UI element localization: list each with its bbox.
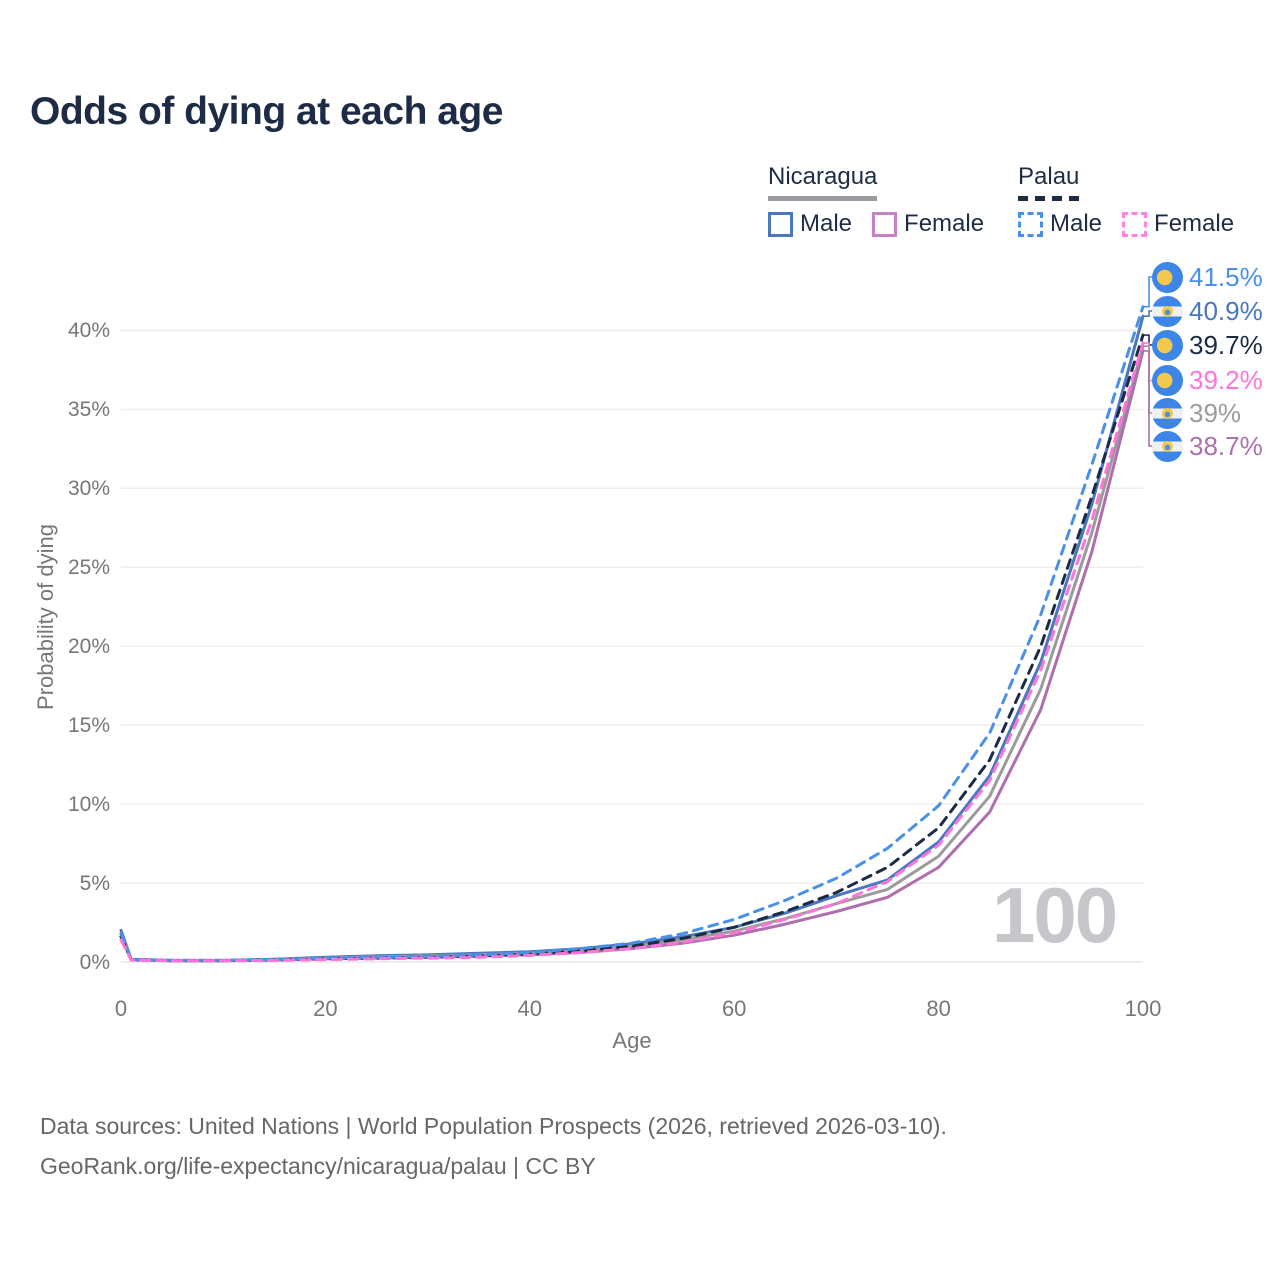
series-line-palau[interactable] <box>119 333 1145 963</box>
y-tick-label: 25% <box>67 556 110 580</box>
end-label-nicaragua-female: 38.7% <box>1152 429 1263 463</box>
y-tick-label: 0% <box>79 951 110 974</box>
legend-country-palau[interactable]: Palau <box>1018 163 1080 201</box>
y-axis-title: Probability of dying <box>33 524 58 710</box>
x-tick-label: 40 <box>517 996 543 1021</box>
legend-item-label: Female <box>1154 210 1235 237</box>
y-tick-label: 15% <box>67 714 110 738</box>
y-tick-label: 20% <box>67 635 110 659</box>
end-label-connector <box>1143 334 1154 346</box>
nicaragua-flag-icon <box>1152 430 1183 462</box>
legend-items-nicaragua: Male Female <box>768 210 984 238</box>
footer-attribution[interactable]: GeoRank.org/life-expectancy/nicaragua/pa… <box>40 1153 596 1179</box>
footer: Data sources: United Nations | World Pop… <box>40 1106 947 1186</box>
series-line-nicaragua-male[interactable] <box>119 314 1145 962</box>
end-label-connector <box>1143 310 1154 317</box>
nicaragua-flag-icon <box>1152 295 1183 327</box>
series-line-palau-male[interactable] <box>119 305 1145 962</box>
end-label-value: 40.9% <box>1189 295 1263 326</box>
legend-country-palau-label: Palau <box>1018 163 1080 190</box>
palau-flag-icon <box>1152 365 1183 396</box>
end-label-value: 39.7% <box>1189 329 1263 360</box>
x-tick-label: 100 <box>1124 996 1162 1021</box>
end-label-palau: 39.7% <box>1152 328 1263 362</box>
x-tick-label: 80 <box>926 996 951 1021</box>
end-label-value: 38.7% <box>1189 430 1263 461</box>
footer-data-sources: Data sources: United Nations | World Pop… <box>40 1113 947 1139</box>
end-label-palau-female: 39.2% <box>1152 364 1263 398</box>
y-tick-label: 30% <box>67 477 110 501</box>
end-label-connector <box>1143 276 1154 308</box>
palau-flag-icon <box>1152 261 1183 293</box>
series-line-nicaragua[interactable] <box>119 344 1145 963</box>
y-tick-label: 40% <box>67 319 110 343</box>
age-watermark: 100 <box>992 871 1118 959</box>
legend-items-palau: Male Female <box>1018 210 1234 238</box>
y-tick-label: 5% <box>79 872 110 896</box>
end-label-value: 39.2% <box>1189 365 1263 395</box>
legend-item-label: Male <box>1050 210 1103 237</box>
palau-female-swatch-icon <box>1122 211 1148 237</box>
legend-group-nicaragua: Nicaragua Male Female <box>768 163 984 238</box>
end-label-palau-male: 41.5% <box>1152 260 1263 294</box>
end-label-value: 39% <box>1189 397 1242 428</box>
nicaragua-female-swatch-icon <box>872 211 898 237</box>
nicaragua-flag-icon <box>1152 397 1183 429</box>
y-tick-label: 35% <box>67 398 110 422</box>
legend-item-label: Male <box>800 210 853 237</box>
x-tick-label: 60 <box>721 996 747 1021</box>
legend-country-nicaragua-label: Nicaragua <box>768 163 878 190</box>
series-line-palau-female[interactable] <box>119 341 1145 963</box>
x-tick-label: 20 <box>313 996 338 1021</box>
legend-item-nicaragua-male[interactable]: Male <box>768 210 852 238</box>
page-title: Odds of dying at each age <box>30 90 503 133</box>
y-tick-label: 10% <box>67 793 110 817</box>
series-line-nicaragua-female[interactable] <box>119 349 1145 963</box>
legend-item-palau-male[interactable]: Male <box>1018 210 1102 238</box>
legend-item-label: Female <box>904 210 985 237</box>
legend-country-nicaragua[interactable]: Nicaragua <box>768 163 878 201</box>
end-label-connector <box>1143 350 1154 447</box>
x-tick-label: 0 <box>114 996 128 1021</box>
legend-item-nicaragua-female[interactable]: Female <box>872 210 984 238</box>
end-label-nicaragua: 39% <box>1152 396 1241 430</box>
legend-group-palau: Palau Male Female <box>1018 163 1234 238</box>
nicaragua-male-swatch-icon <box>768 211 793 237</box>
palau-flag-icon <box>1152 329 1183 361</box>
legend-item-palau-female[interactable]: Female <box>1122 210 1234 238</box>
palau-male-swatch-icon <box>1018 211 1043 237</box>
end-label-nicaragua-male: 40.9% <box>1152 294 1263 328</box>
x-axis-title: Age <box>612 1028 652 1053</box>
end-label-value: 41.5% <box>1189 261 1263 292</box>
